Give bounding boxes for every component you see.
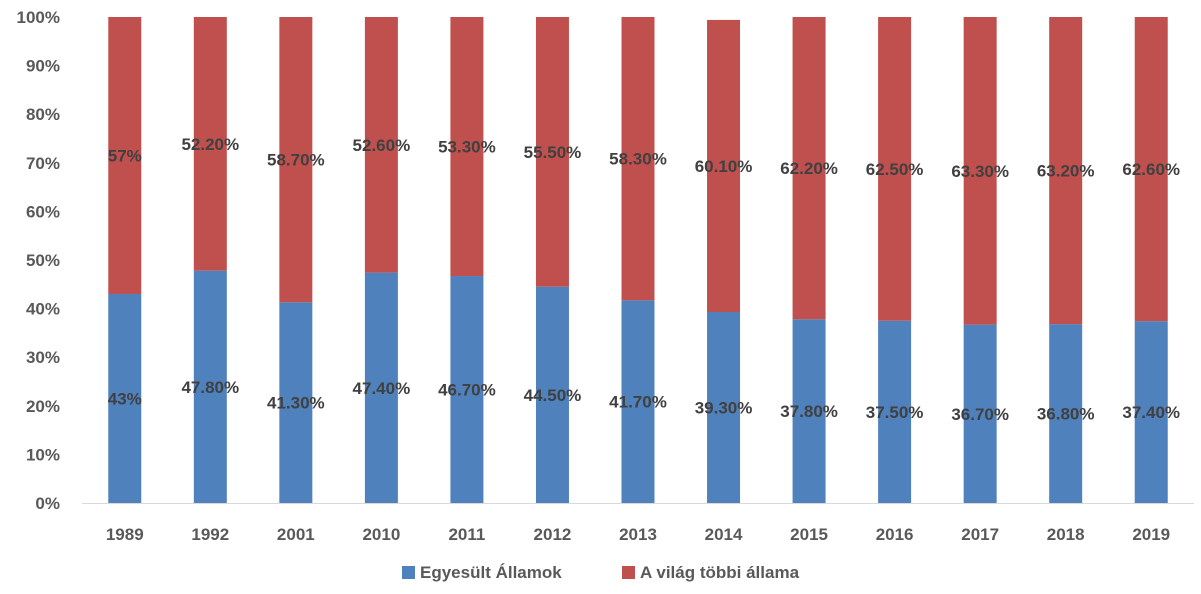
bar-segment-rest [450, 17, 484, 277]
x-tick-label: 2012 [534, 525, 572, 544]
y-tick-label: 0% [35, 494, 60, 513]
data-labels: 43% 57% 47.80% 52.20% 41.30% 58.70% 47.40% 52.6… [108, 135, 1180, 424]
data-label: 63.20% [1037, 162, 1095, 181]
bar-segment-us [792, 319, 826, 503]
data-label: 43% [108, 390, 142, 409]
x-tick-label: 2015 [790, 525, 828, 544]
legend-label: A világ többi állama [640, 563, 800, 582]
bar-segment-us [108, 294, 142, 503]
bars [108, 17, 1168, 503]
data-label: 63.30% [951, 162, 1009, 181]
data-label: 53.30% [438, 138, 496, 157]
x-tick-label: 2016 [876, 525, 914, 544]
bar-segment-rest [1134, 17, 1168, 322]
data-label: 52.20% [181, 135, 239, 154]
y-tick-label: 40% [26, 300, 60, 319]
bar-segment-us [621, 300, 655, 503]
data-label: 41.70% [609, 393, 667, 412]
legend-label: Egyesült Államok [420, 563, 562, 582]
bar-segment-us [878, 320, 912, 503]
data-label: 62.20% [780, 159, 838, 178]
x-tick-label: 2011 [448, 525, 485, 544]
bar-segment-rest [878, 17, 912, 321]
legend: Egyesült Államok A világ többi állama [402, 563, 800, 582]
bar-segment-us [279, 302, 313, 503]
y-tick-label: 90% [26, 57, 60, 76]
data-label: 44.50% [524, 386, 582, 405]
bar-segment-us [193, 270, 227, 503]
x-tick-label: 2019 [1132, 525, 1170, 544]
bar-segment-us [535, 286, 569, 503]
data-label: 46.70% [438, 381, 496, 400]
data-label: 39.30% [695, 399, 753, 418]
bar-segment-rest [364, 17, 398, 273]
y-tick-label: 10% [26, 445, 60, 464]
bar-segment-us [707, 312, 741, 503]
data-label: 60.10% [695, 157, 753, 176]
y-tick-label: 80% [26, 105, 60, 124]
bar-segment-rest [1049, 17, 1083, 325]
data-label: 37.50% [866, 403, 924, 422]
bar-segment-rest [707, 19, 741, 313]
data-label: 58.30% [609, 150, 667, 169]
bar-segment-rest [193, 17, 227, 271]
bar-segment-rest [792, 17, 826, 320]
data-label: 36.70% [951, 405, 1009, 424]
data-label: 58.70% [267, 151, 325, 170]
bar-segment-us [1134, 321, 1168, 503]
bar-segment-rest [535, 17, 569, 287]
bar-segment-us [1049, 324, 1083, 503]
x-tick-label: 1989 [106, 525, 144, 544]
bar-segment-us [364, 272, 398, 503]
bar-segment-rest [621, 17, 655, 301]
x-tick-label: 1992 [191, 525, 229, 544]
bar-segment-us [450, 276, 484, 503]
data-label: 41.30% [267, 394, 325, 413]
legend-swatch-rest [622, 566, 635, 579]
data-label: 62.60% [1122, 160, 1180, 179]
y-axis: 0% 10% 20% 30% 40% 50% 60% 70% 80% 90% 100% [17, 8, 60, 513]
x-tick-label: 2001 [277, 525, 315, 544]
y-tick-label: 50% [26, 251, 60, 270]
x-axis: 1989 1992 2001 2010 2011 2012 2013 2014 2015 2016… [106, 525, 1170, 544]
bar-segment-rest [108, 17, 142, 295]
y-tick-label: 20% [26, 397, 60, 416]
x-tick-label: 2018 [1047, 525, 1085, 544]
y-tick-label: 30% [26, 348, 60, 367]
data-label: 47.80% [181, 378, 239, 397]
legend-swatch-us [402, 566, 415, 579]
data-label: 55.50% [524, 143, 582, 162]
y-tick-label: 100% [17, 8, 60, 27]
data-label: 37.80% [780, 402, 838, 421]
bar-segment-us [963, 324, 997, 503]
x-tick-label: 2014 [705, 525, 743, 544]
x-tick-label: 2017 [961, 525, 999, 544]
y-tick-label: 60% [26, 202, 60, 221]
data-label: 52.60% [353, 136, 411, 155]
data-label: 57% [108, 147, 142, 166]
bar-segment-rest [279, 17, 313, 303]
data-label: 37.40% [1122, 403, 1180, 422]
data-label: 36.80% [1037, 405, 1095, 424]
bar-segment-rest [963, 17, 997, 325]
y-tick-label: 70% [26, 154, 60, 173]
data-label: 62.50% [866, 160, 924, 179]
data-label: 47.40% [353, 379, 411, 398]
x-tick-label: 2010 [362, 525, 400, 544]
x-tick-label: 2013 [619, 525, 657, 544]
